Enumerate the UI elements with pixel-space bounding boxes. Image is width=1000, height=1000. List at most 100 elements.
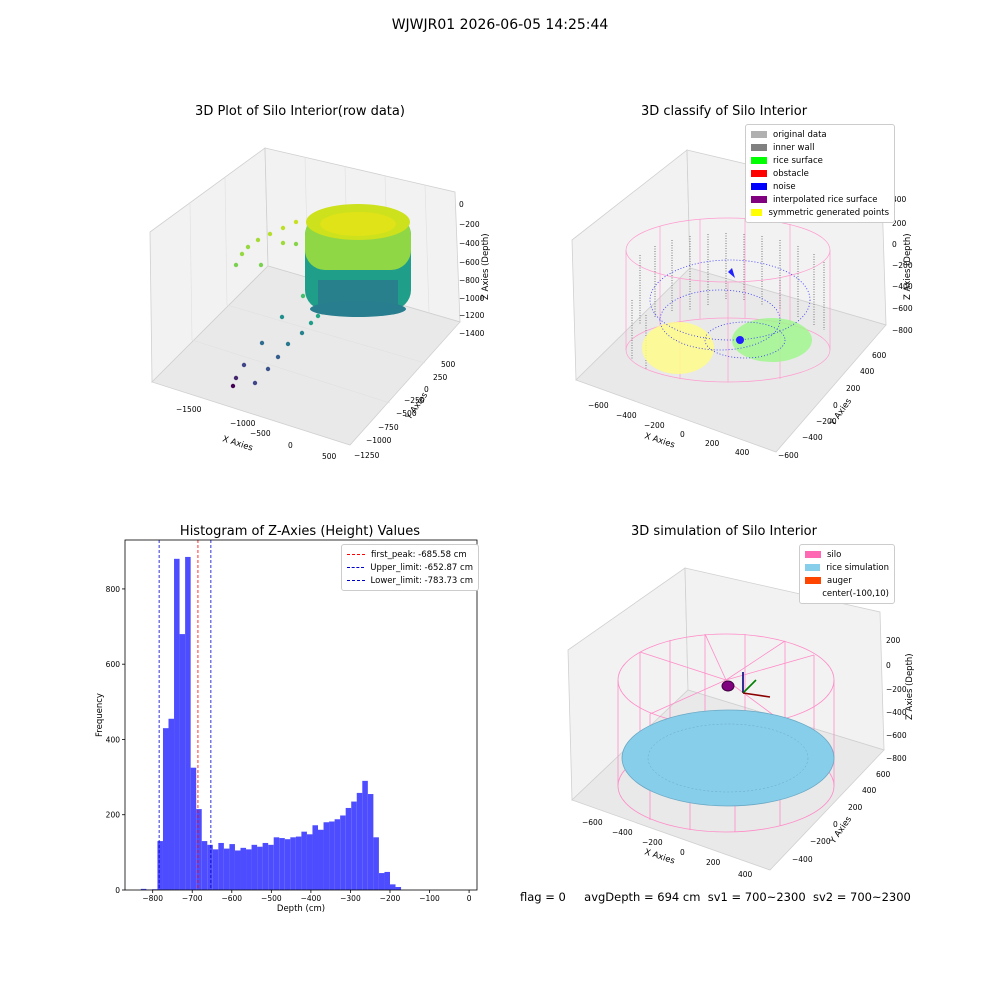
p2-xtick: −200 [644, 421, 665, 430]
x-tick-label: −400 [301, 894, 322, 903]
legend-item-obstacle: obstacle [751, 167, 889, 180]
panel4-title: 3D simulation of Silo Interior [631, 524, 817, 539]
legend-item-original: original data [751, 128, 889, 141]
p1-zlabel: Z Axies (Depth) [481, 233, 491, 300]
histogram-bar [240, 847, 247, 890]
panel2-3d-plot: −600 −400 −200 0 200 400 600 400 200 0 −… [571, 149, 913, 460]
legend-swatch [805, 564, 821, 571]
p1-ytick: −1250 [354, 451, 380, 460]
histogram-xlabel: Depth (cm) [277, 904, 325, 914]
histogram-bar [234, 850, 241, 890]
p1-ytick: 0 [424, 385, 429, 394]
histogram-bar [179, 634, 186, 890]
histogram-bar [223, 848, 230, 890]
status-sv1: sv1 = 700~2300 [707, 890, 806, 904]
legend-item-auger: auger [805, 574, 889, 587]
histogram-bar [190, 767, 197, 890]
legend-label: silo [827, 549, 842, 560]
panel2-legend: original data inner wall rice surface ob… [745, 124, 895, 223]
histogram-bar [378, 873, 385, 890]
p2-ytick: −400 [802, 433, 823, 442]
panel3-title: Histogram of Z-Axies (Height) Values [179, 524, 421, 539]
legend-item-noise: noise [751, 180, 889, 193]
x-tick-label: −200 [380, 894, 401, 903]
p4-ztick: 200 [886, 636, 901, 645]
histogram-bar [329, 821, 335, 890]
p1-ytick: −500 [396, 409, 417, 418]
histogram-reference-lines [158, 540, 212, 890]
p4-ztick: 0 [886, 661, 891, 670]
p1-ytick: 250 [433, 373, 448, 382]
histogram-bar [251, 844, 258, 890]
legend-item-interpolated: interpolated rice surface [751, 193, 889, 206]
legend-item-first-peak: first_peak: -685.58 cm [347, 548, 473, 561]
histogram-bars [140, 556, 402, 890]
legend-swatch [751, 131, 767, 138]
p4-ytick: −200 [810, 837, 831, 846]
p2-ztick: −600 [892, 304, 913, 313]
x-tick-label: −500 [261, 894, 282, 903]
legend-label: Lower_limit: -783.73 cm [370, 575, 473, 586]
p1-xtick: −500 [250, 429, 271, 438]
status-line: flag = 0 avgDepth = 694 cm sv1 = 700~230… [520, 890, 911, 904]
legend-label: center(-100,10) [822, 588, 889, 599]
histogram-bar [295, 836, 302, 890]
legend-item-upper-limit: Upper_limit: -652.87 cm [347, 561, 473, 574]
x-tick-label: −800 [142, 894, 163, 903]
legend-label: noise [773, 181, 796, 192]
y-tick-label: 400 [106, 735, 121, 744]
histogram-bar [157, 841, 163, 890]
histogram-bar [323, 822, 330, 890]
legend-item-rice-surface: rice surface [751, 154, 889, 167]
p4-ytick: 0 [833, 820, 838, 829]
p1-ytick: 500 [441, 360, 456, 369]
histogram-bar [312, 825, 319, 890]
p2-ztick: 0 [892, 240, 897, 249]
p2-ztick: −400 [892, 282, 913, 291]
p2-ztick: 200 [892, 219, 907, 228]
histogram-ylabel: Frequency [95, 693, 105, 737]
p4-ztick: −600 [886, 731, 907, 740]
x-tick-label: −100 [419, 894, 440, 903]
histogram-bar [140, 888, 147, 890]
legend-swatch [751, 157, 767, 164]
histogram-bar [362, 780, 368, 890]
legend-swatch [751, 209, 763, 216]
histogram-bar [301, 831, 307, 890]
p4-ylabel: Y Axies [828, 814, 855, 846]
p2-xtick: −600 [588, 401, 609, 410]
histogram-bar [384, 871, 390, 890]
p2-ztick: −800 [892, 326, 913, 335]
silo-wireframe [625, 217, 831, 383]
p4-ytick: 200 [848, 803, 863, 812]
p2-xtick: 0 [680, 430, 685, 439]
legend-label: inner wall [773, 142, 815, 153]
p2-xtick: −400 [616, 411, 637, 420]
panel4-3d-plot: −600 −400 −200 0 200 400 600 400 200 0 −… [567, 567, 915, 879]
legend-item-silo: silo [805, 548, 889, 561]
p1-ztick: −600 [459, 258, 480, 267]
legend-swatch [805, 551, 821, 558]
legend-label: rice surface [773, 155, 823, 166]
p1-ztick: −400 [459, 239, 480, 248]
p1-xtick: 500 [322, 452, 337, 461]
p2-ztick: −200 [892, 261, 913, 270]
panel1-title: 3D Plot of Silo Interior(row data) [195, 104, 405, 119]
histogram-bar [174, 558, 180, 890]
p1-ytick: −1000 [366, 436, 392, 445]
legend-item-center: center(-100,10) [805, 587, 889, 600]
p4-xtick: −200 [642, 838, 663, 847]
p2-ytick: −600 [778, 451, 799, 460]
histogram-bar [318, 829, 324, 890]
histogram-bar [340, 815, 346, 890]
legend-label: Upper_limit: -652.87 cm [370, 562, 473, 573]
x-tick-label: −300 [340, 894, 361, 903]
legend-line [347, 567, 365, 568]
raw-points-ring [305, 204, 411, 317]
inner-wall-points [631, 233, 825, 370]
p2-ytick: 0 [833, 401, 838, 410]
pane-floor [575, 267, 887, 453]
p1-xtick: 0 [288, 441, 293, 450]
x-tick-label: −700 [182, 894, 203, 903]
p2-zlabel: Z Axies (Depth) [903, 233, 913, 300]
